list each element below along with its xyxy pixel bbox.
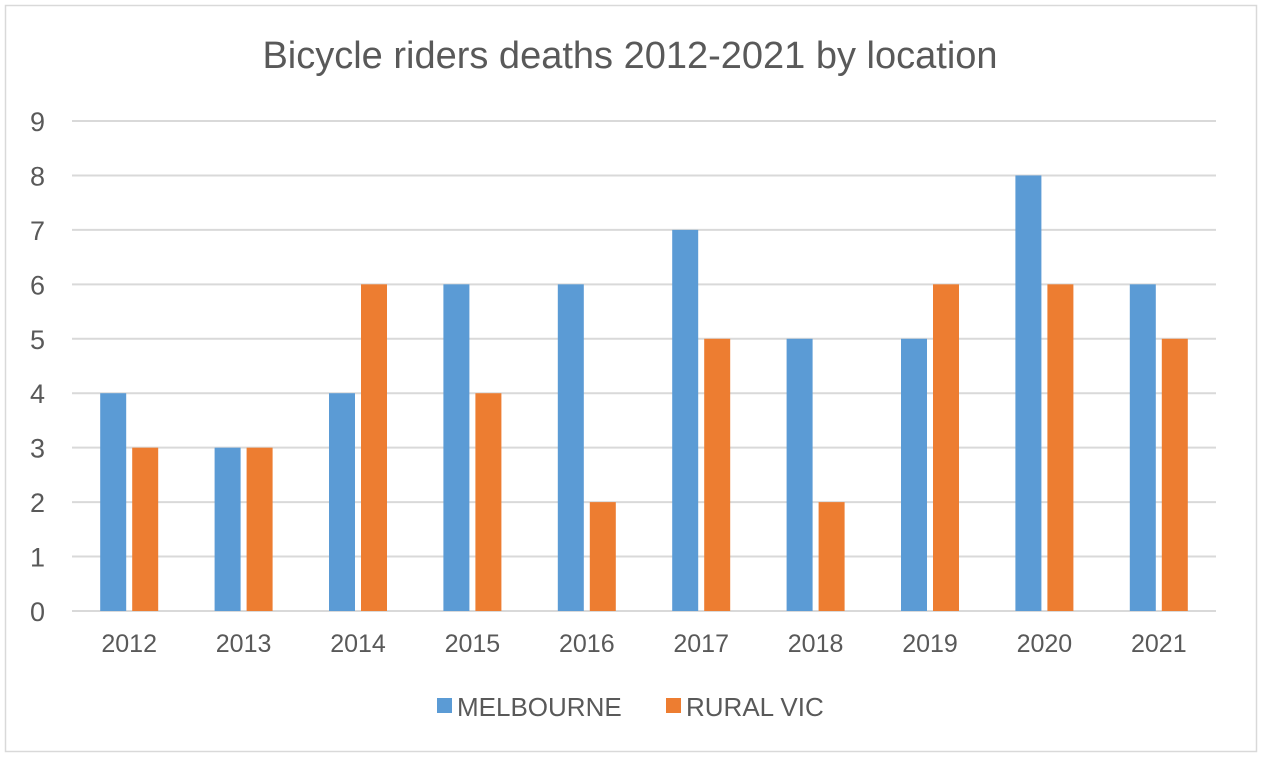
bar-rural-vic — [132, 447, 159, 611]
legend-label: MELBOURNE — [457, 692, 622, 722]
bar-rural-vic — [704, 338, 731, 611]
x-axis-tick-labels: 2012 2013 2014 2015 2016 2017 2018 2019 2020 2021 — [101, 630, 1186, 658]
bar-melbourne — [329, 393, 355, 611]
y-tick-label: 9 — [30, 107, 45, 137]
x-tick-label: 2013 — [216, 630, 272, 658]
y-tick-label: 2 — [30, 488, 45, 518]
y-axis-tick-labels: 0 1 2 3 4 5 6 7 8 9 — [30, 107, 45, 627]
bar-melbourne — [443, 284, 470, 611]
bar-melbourne — [786, 338, 813, 611]
bar-rural-vic — [589, 502, 616, 611]
legend-swatch-rural-vic — [666, 698, 681, 713]
bar-rural-vic — [818, 502, 845, 611]
x-tick-label: 2016 — [559, 630, 615, 658]
x-tick-label: 2019 — [902, 630, 958, 658]
bar-melbourne — [901, 338, 927, 611]
bar-rural-vic — [1161, 338, 1188, 611]
x-tick-label: 2020 — [1017, 630, 1073, 658]
y-tick-label: 5 — [30, 325, 45, 355]
bar-melbourne — [557, 284, 584, 611]
y-tick-label: 4 — [30, 379, 45, 409]
x-tick-label: 2017 — [673, 630, 729, 658]
bars — [100, 175, 1188, 611]
bar-melbourne — [672, 229, 699, 611]
legend-label: RURAL VIC — [686, 692, 824, 722]
bar-melbourne — [214, 447, 241, 611]
bar-rural-vic — [475, 393, 502, 611]
bar-rural-vic — [246, 447, 273, 611]
y-tick-label: 3 — [30, 434, 45, 464]
x-tick-label: 2015 — [445, 630, 501, 658]
x-tick-label: 2014 — [330, 630, 386, 658]
y-tick-label: 8 — [30, 161, 45, 191]
chart-title: Bicycle riders deaths 2012-2021 by locat… — [262, 35, 997, 77]
x-tick-label: 2012 — [101, 630, 157, 658]
bar-rural-vic — [933, 284, 959, 611]
bar-rural-vic — [361, 284, 387, 611]
x-tick-label: 2018 — [788, 630, 844, 658]
bar-melbourne — [100, 393, 127, 611]
y-tick-label: 7 — [30, 216, 45, 246]
legend: MELBOURNE RURAL VIC — [437, 692, 824, 722]
bar-melbourne — [1015, 175, 1042, 611]
bar-rural-vic — [1047, 284, 1074, 611]
y-tick-label: 6 — [30, 270, 45, 300]
legend-swatch-melbourne — [437, 698, 452, 713]
bar-melbourne — [1129, 284, 1156, 611]
y-tick-label: 0 — [30, 597, 45, 627]
y-tick-label: 1 — [30, 543, 45, 573]
x-tick-label: 2021 — [1131, 630, 1187, 658]
